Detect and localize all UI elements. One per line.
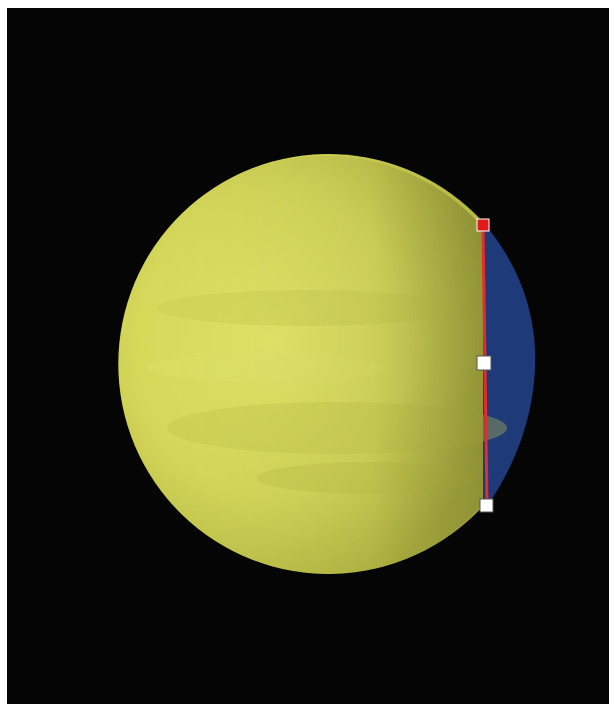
top-handle[interactable] [476, 218, 490, 232]
middle-handle[interactable] [476, 355, 492, 371]
image-viewport [7, 8, 609, 704]
night-side-overlay [483, 222, 536, 506]
bottom-handle[interactable] [479, 498, 494, 513]
planet-disk [115, 154, 507, 576]
planet-canvas[interactable] [7, 8, 609, 704]
